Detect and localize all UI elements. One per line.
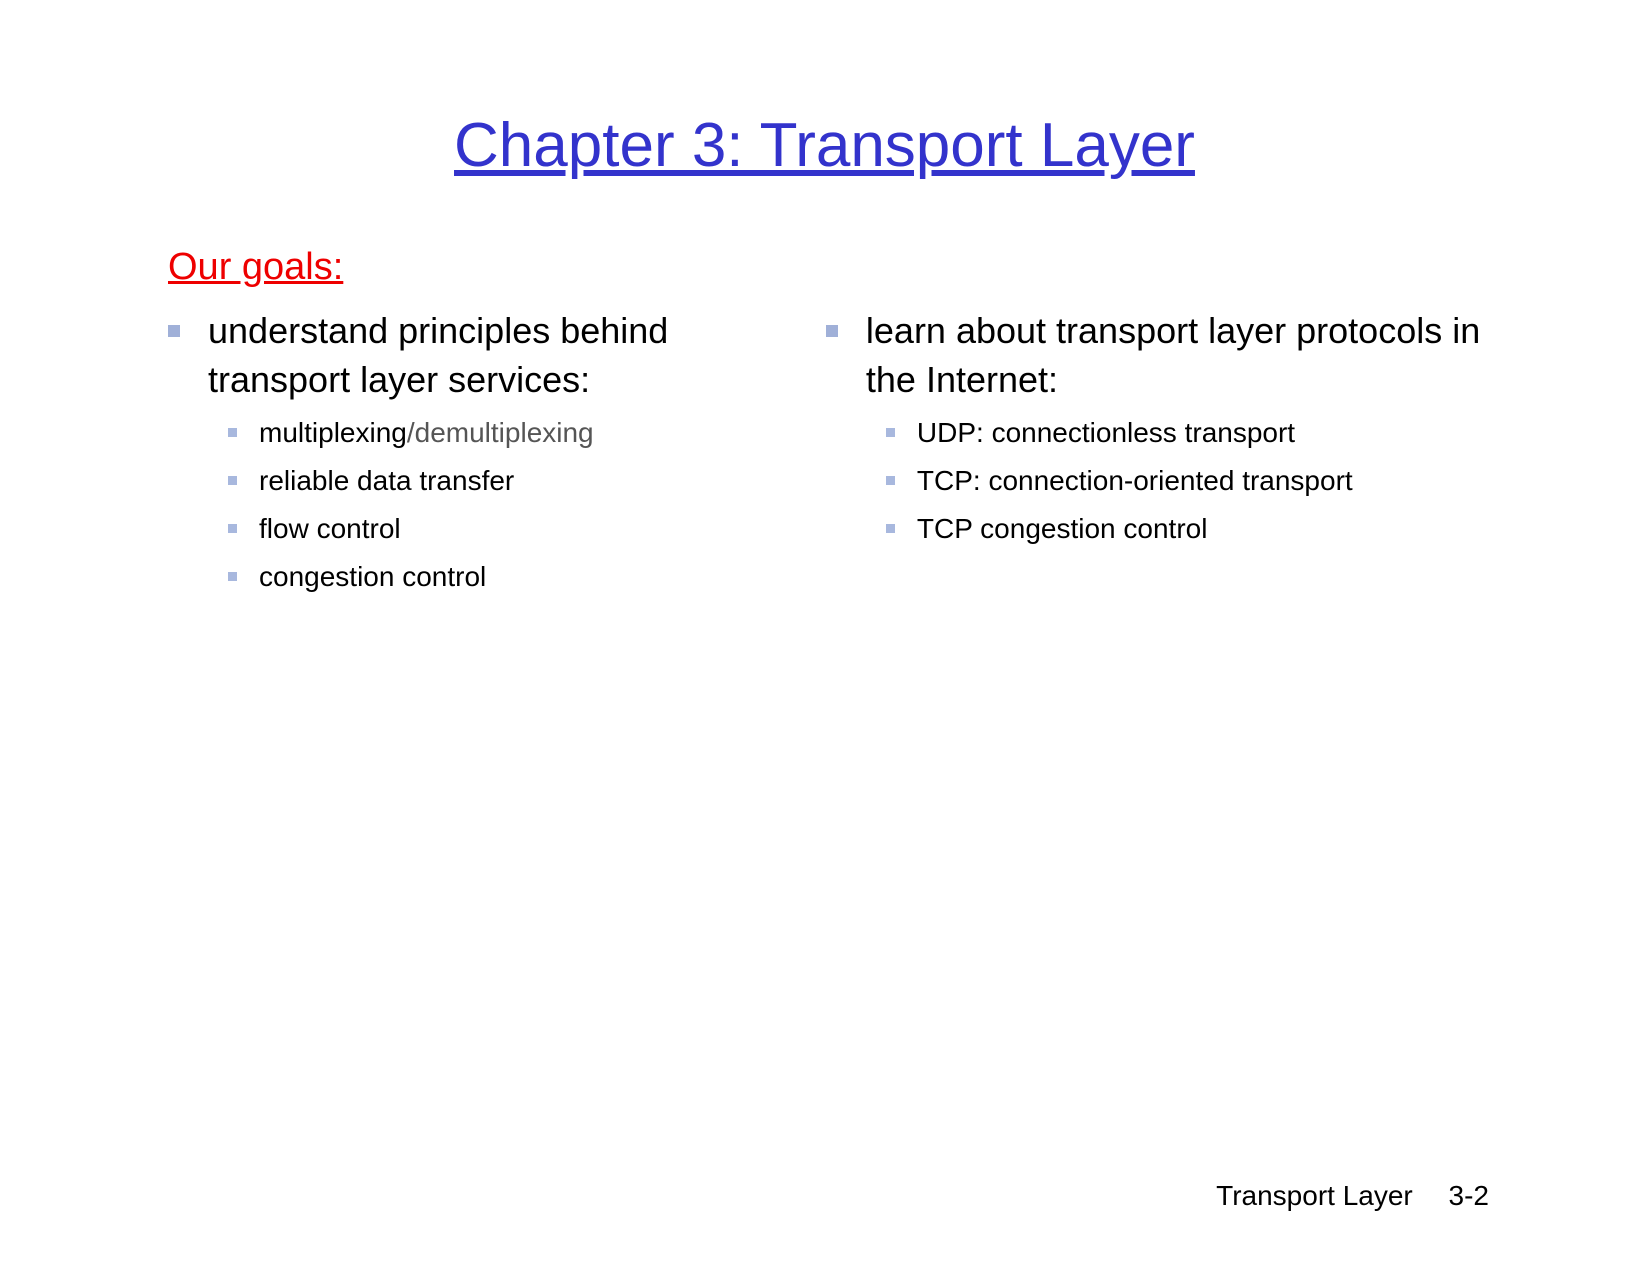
text-normal: UDP: connectionless transport (917, 417, 1295, 448)
left-sub-text-0: multiplexing/demultiplexing (259, 414, 594, 452)
bullet-square-icon (886, 428, 895, 437)
slide-footer: Transport Layer 3-2 (1216, 1180, 1489, 1212)
right-sub-bullet-1: TCP: connection-oriented transport (886, 462, 1483, 500)
left-main-text: understand principles behind transport l… (208, 307, 798, 404)
right-main-bullet: learn about transport layer protocols in… (826, 307, 1483, 404)
bullet-square-icon (228, 572, 237, 581)
right-sub-bullet-0: UDP: connectionless transport (886, 414, 1483, 452)
left-column: understand principles behind transport l… (160, 307, 798, 595)
bullet-square-icon (826, 325, 838, 337)
left-sub-text-3: congestion control (259, 558, 486, 596)
right-sub-text-0: UDP: connectionless transport (917, 414, 1295, 452)
bullet-square-icon (886, 476, 895, 485)
bullet-square-icon (228, 476, 237, 485)
right-main-text: learn about transport layer protocols in… (866, 307, 1483, 404)
bullet-square-icon (228, 428, 237, 437)
footer-label: Transport Layer (1216, 1180, 1413, 1211)
text-normal: congestion control (259, 561, 486, 592)
bullet-square-icon (886, 524, 895, 533)
left-sub-bullet-3: congestion control (228, 558, 798, 596)
goals-subheading: Our goals: (168, 246, 1489, 289)
bullet-square-icon (168, 325, 180, 337)
left-sub-bullet-2: flow control (228, 510, 798, 548)
left-sub-text-1: reliable data transfer (259, 462, 514, 500)
left-main-bullet: understand principles behind transport l… (168, 307, 798, 404)
right-column: learn about transport layer protocols in… (818, 307, 1483, 595)
text-dim: /demultiplexing (407, 417, 594, 448)
left-sub-bullet-0: multiplexing/demultiplexing (228, 414, 798, 452)
text-normal: flow control (259, 513, 401, 544)
text-normal: TCP: connection-oriented transport (917, 465, 1353, 496)
slide: Chapter 3: Transport Layer Our goals: un… (0, 0, 1649, 1274)
footer-page-number: 3-2 (1449, 1180, 1489, 1211)
left-sub-bullet-1: reliable data transfer (228, 462, 798, 500)
text-normal: TCP congestion control (917, 513, 1208, 544)
right-sub-bullet-2: TCP congestion control (886, 510, 1483, 548)
slide-title: Chapter 3: Transport Layer (160, 110, 1489, 181)
text-normal: multiplexing (259, 417, 407, 448)
bullet-square-icon (228, 524, 237, 533)
left-sub-text-2: flow control (259, 510, 401, 548)
text-normal: reliable data transfer (259, 465, 514, 496)
content-columns: understand principles behind transport l… (160, 307, 1489, 595)
right-sub-text-2: TCP congestion control (917, 510, 1208, 548)
right-sub-text-1: TCP: connection-oriented transport (917, 462, 1353, 500)
